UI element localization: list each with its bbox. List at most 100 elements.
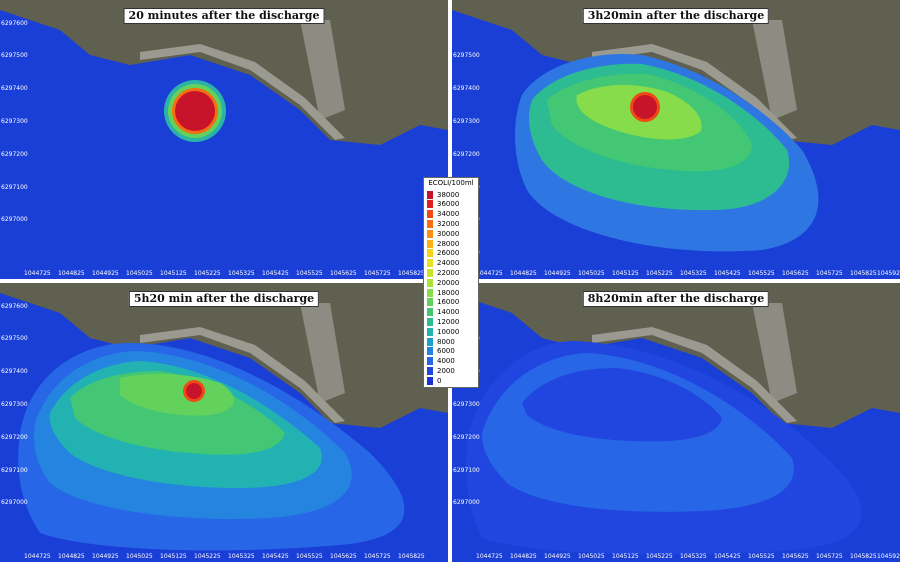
legend-entry: 24000 — [426, 258, 459, 269]
x-tick: 1044925 — [544, 270, 571, 277]
x-tick: 1045725 — [816, 270, 843, 277]
x-tick: 1045225 — [194, 553, 221, 560]
plume-map-5h20min — [0, 283, 448, 562]
x-tick: 1045425 — [262, 553, 289, 560]
legend-label: 16000 — [437, 298, 460, 307]
x-tick: 1044825 — [58, 270, 85, 277]
legend-label: 36000 — [437, 200, 460, 209]
y-tick: 6297600 — [1, 303, 28, 310]
legend-entry: 0 — [426, 375, 441, 386]
legend-swatch — [426, 326, 434, 337]
legend-swatch — [426, 287, 434, 298]
legend-swatch — [426, 189, 434, 200]
x-tick: 1045125 — [612, 553, 639, 560]
legend-swatch — [426, 375, 434, 386]
y-tick: 6297600 — [1, 20, 28, 27]
x-tick: 1045225 — [646, 553, 673, 560]
legend-swatch — [426, 307, 434, 318]
map-panel-5h20min: 5h20 min after the discharge 6297600 629… — [0, 283, 448, 562]
legend-entry: 14000 — [426, 307, 459, 318]
legend-entry: 10000 — [426, 326, 459, 337]
y-tick: 6297100 — [1, 184, 28, 191]
x-tick: 1045525 — [296, 270, 323, 277]
legend-label: 8000 — [437, 337, 455, 346]
x-tick: 1045525 — [748, 553, 775, 560]
legend-swatch — [426, 218, 434, 229]
x-tick: 1045325 — [680, 270, 707, 277]
legend-entry: 16000 — [426, 297, 459, 308]
x-tick: 1045425 — [714, 270, 741, 277]
x-tick: 1045125 — [160, 270, 187, 277]
legend-label: 38000 — [437, 190, 460, 199]
y-tick: 6297000 — [1, 499, 28, 506]
x-tick: 1045725 — [816, 553, 843, 560]
x-tick: 1045225 — [194, 270, 221, 277]
x-tick: 1045625 — [330, 553, 357, 560]
x-tick: 1045825 — [850, 270, 877, 277]
legend-label: 20000 — [437, 278, 460, 287]
legend-label: 32000 — [437, 219, 460, 228]
y-tick: 6297200 — [1, 151, 28, 158]
legend-label: 0 — [437, 376, 442, 385]
legend-entry: 12000 — [426, 316, 459, 327]
legend-label: 12000 — [437, 317, 460, 326]
x-tick: 1045725 — [364, 553, 391, 560]
x-tick: 1045625 — [330, 270, 357, 277]
y-tick: 6297200 — [453, 151, 480, 158]
x-tick: 1045425 — [262, 270, 289, 277]
map-panel-3h20min: 3h20min after the discharge 6297500 6297… — [452, 0, 900, 279]
map-panel-8h20min: 8h20min after the discharge 6297500 6297… — [452, 283, 900, 562]
x-tick: 1045025 — [126, 553, 153, 560]
y-tick: 6297300 — [453, 118, 480, 125]
legend-label: 6000 — [437, 347, 455, 356]
y-tick: 6297500 — [453, 52, 480, 59]
legend-swatch — [426, 248, 434, 259]
x-tick: 1045525 — [748, 270, 775, 277]
legend-label: 18000 — [437, 288, 460, 297]
x-tick: 1045025 — [578, 270, 605, 277]
y-tick: 6297400 — [1, 368, 28, 375]
y-tick: 6297300 — [453, 401, 480, 408]
x-tick: 1044825 — [510, 270, 537, 277]
y-tick: 6297200 — [1, 434, 28, 441]
legend-label: 26000 — [437, 249, 460, 258]
y-tick: 6297000 — [453, 499, 480, 506]
legend-swatch — [426, 297, 434, 308]
legend-label: 10000 — [437, 327, 460, 336]
legend-entry: 26000 — [426, 248, 459, 259]
x-tick: 1044925 — [544, 553, 571, 560]
legend-entry: 8000 — [426, 336, 455, 347]
legend-entry: 18000 — [426, 287, 459, 298]
x-tick: 1045825 — [398, 270, 425, 277]
x-tick: 1044725 — [476, 270, 503, 277]
x-tick: 1044725 — [24, 270, 51, 277]
legend-label: 28000 — [437, 239, 460, 248]
x-tick: 1045725 — [364, 270, 391, 277]
y-tick: 6297100 — [1, 467, 28, 474]
x-tick: 1045125 — [612, 270, 639, 277]
x-tick: 1044825 — [510, 553, 537, 560]
panel-title: 5h20 min after the discharge — [128, 291, 320, 307]
x-tick: 1044725 — [476, 553, 503, 560]
y-tick: 6297500 — [1, 335, 28, 342]
x-tick: 1045825 — [398, 553, 425, 560]
legend-swatch — [426, 365, 434, 376]
legend-label: 4000 — [437, 357, 455, 366]
legend-entry: 20000 — [426, 277, 459, 288]
x-tick: 1045625 — [782, 553, 809, 560]
legend-entry: 36000 — [426, 199, 459, 210]
legend-swatch — [426, 228, 434, 239]
legend-label: 24000 — [437, 259, 460, 268]
legend-swatch — [426, 238, 434, 249]
legend-label: 22000 — [437, 268, 460, 277]
y-tick: 6297400 — [453, 85, 480, 92]
legend-label: 14000 — [437, 308, 460, 317]
x-tick: 1045225 — [646, 270, 673, 277]
legend-label: 34000 — [437, 210, 460, 219]
x-tick: 1045025 — [126, 270, 153, 277]
y-tick: 6297200 — [453, 434, 480, 441]
legend-entry: 4000 — [426, 356, 455, 367]
plume-map-8h20min — [452, 283, 900, 562]
